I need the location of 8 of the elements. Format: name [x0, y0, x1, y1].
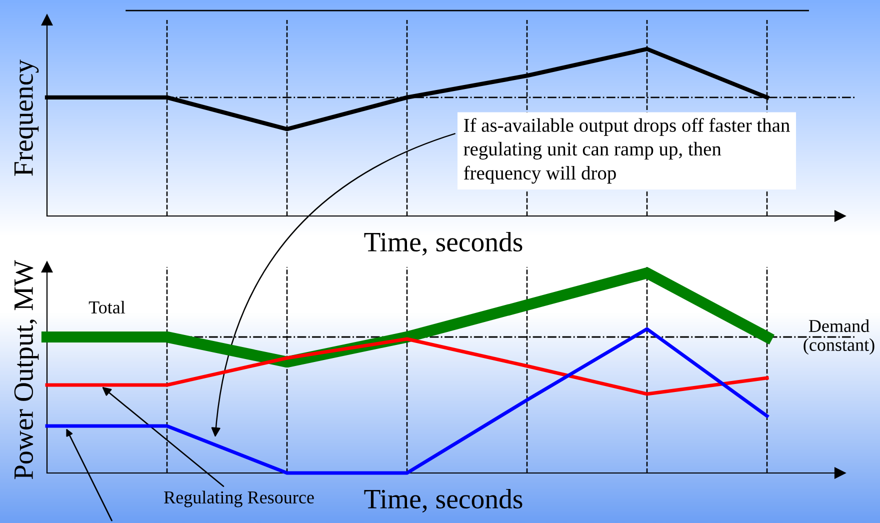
x-axis-title: Time, seconds [364, 488, 522, 513]
text: Regulating Resource [164, 490, 314, 508]
ref-line-label: Demand (constant) [804, 319, 874, 355]
series-label: Total [88, 300, 126, 314]
y-axis-title: Power Output, MW [14, 260, 39, 480]
x-axis-title: Time, seconds [364, 232, 522, 256]
y-axis-title: Frequency [14, 59, 39, 176]
annotation: If as-available output drops off faster than regulating unit can ramp up, then frequency will drop [464, 118, 790, 184]
